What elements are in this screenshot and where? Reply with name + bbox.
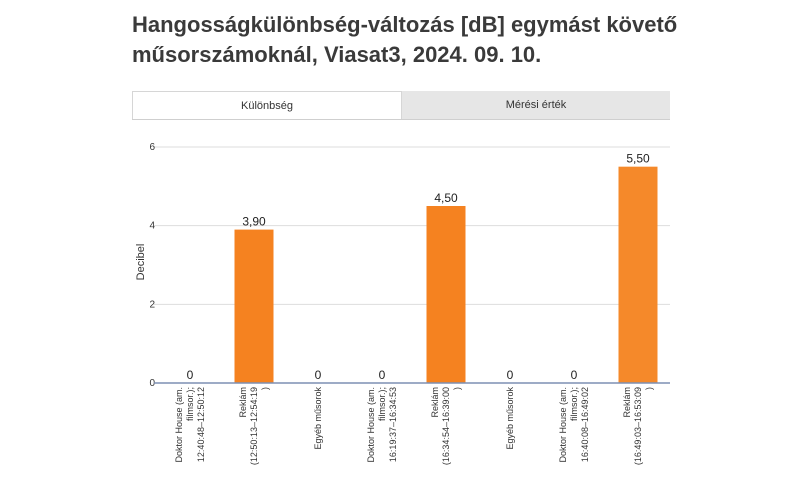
y-tick-label: 4	[149, 221, 155, 232]
x-tick-label-line: filmsor.);	[185, 387, 195, 421]
x-tick-label-line: Egyéb műsorok	[505, 387, 515, 450]
x-tick-label-line: Reklám	[430, 387, 440, 418]
x-tick-label-line: Doktor House (am.	[366, 387, 376, 463]
data-label: 0	[571, 368, 578, 382]
tab-meresi-ertek[interactable]: Mérési érték	[402, 91, 670, 119]
x-tick-label-line: Doktor House (am.	[558, 387, 568, 463]
bar[interactable]	[618, 166, 658, 383]
data-label: 0	[507, 368, 514, 382]
grid-layer	[154, 146, 670, 305]
data-labels: 0 3,90 0 0 4,50 0 0 5,50	[187, 152, 650, 382]
y-tick-label: 6	[149, 142, 155, 153]
x-tick-label: Egyéb műsorok	[313, 387, 323, 450]
x-tick-label: Reklám (12:50:13–12:54:19)	[238, 387, 270, 465]
x-tick-label: Egyéb műsorok	[505, 387, 515, 450]
x-tick-label-line: Doktor House (am.	[174, 387, 184, 463]
data-label: 3,90	[242, 215, 266, 229]
y-axis-label: Decibel	[135, 244, 147, 281]
bar[interactable]	[426, 206, 466, 383]
data-label: 0	[379, 368, 386, 382]
data-label: 0	[187, 368, 194, 382]
x-tick-label: Reklám (16:34:54–16:39:00)	[430, 387, 462, 465]
data-label: 0	[315, 368, 322, 382]
x-tick-label-line: 16:19:37–16:34:53	[388, 387, 398, 462]
x-tick-label-line: (16:49:03–16:53:09	[633, 387, 643, 465]
x-tick-label-line: Reklám	[238, 387, 248, 418]
x-tick-label-line: 16:40:08–16:49:02	[580, 387, 590, 462]
x-axis-tick-labels: Doktor House (am. filmsor.); 12:40:48–12:5…	[174, 387, 654, 466]
x-tick-label-line: Egyéb műsorok	[313, 387, 323, 450]
x-tick-label-line: (16:34:54–16:39:00	[441, 387, 451, 465]
x-tick-label-line: filmsor.);	[569, 387, 579, 421]
x-tick-label-line: Reklám	[622, 387, 632, 418]
y-axis-ticks: 0 2 4 6	[149, 142, 155, 389]
data-label: 5,50	[626, 152, 650, 166]
data-label: 4,50	[434, 191, 458, 205]
x-tick-label: Doktor House (am. filmsor.); 16:19:37–16:3…	[366, 387, 398, 463]
bar[interactable]	[234, 229, 274, 383]
x-tick-label-line: 12:40:48–12:50:12	[196, 387, 206, 462]
bars	[234, 166, 658, 383]
y-tick-label: 0	[149, 378, 155, 389]
page-title: Hangosságkülönbség-változás [dB] egymást…	[132, 12, 678, 67]
x-tick-label-line: )	[260, 387, 270, 390]
tab-kulonbseg[interactable]: Különbség	[132, 91, 402, 119]
x-tick-label-line: (12:50:13–12:54:19	[249, 387, 259, 465]
x-tick-label: Doktor House (am. filmsor.); 12:40:48–12:5…	[174, 387, 206, 463]
x-tick-label: Doktor House (am. filmsor.); 16:40:08–16:4…	[558, 387, 590, 463]
x-tick-label: Reklám (16:49:03–16:53:09)	[622, 387, 654, 465]
x-tick-label-line: )	[644, 387, 654, 390]
y-tick-label: 2	[149, 299, 155, 310]
tab-bar: Különbség Mérési érték	[132, 91, 670, 120]
x-tick-label-line: filmsor.);	[377, 387, 387, 421]
x-tick-label-line: )	[452, 387, 462, 390]
